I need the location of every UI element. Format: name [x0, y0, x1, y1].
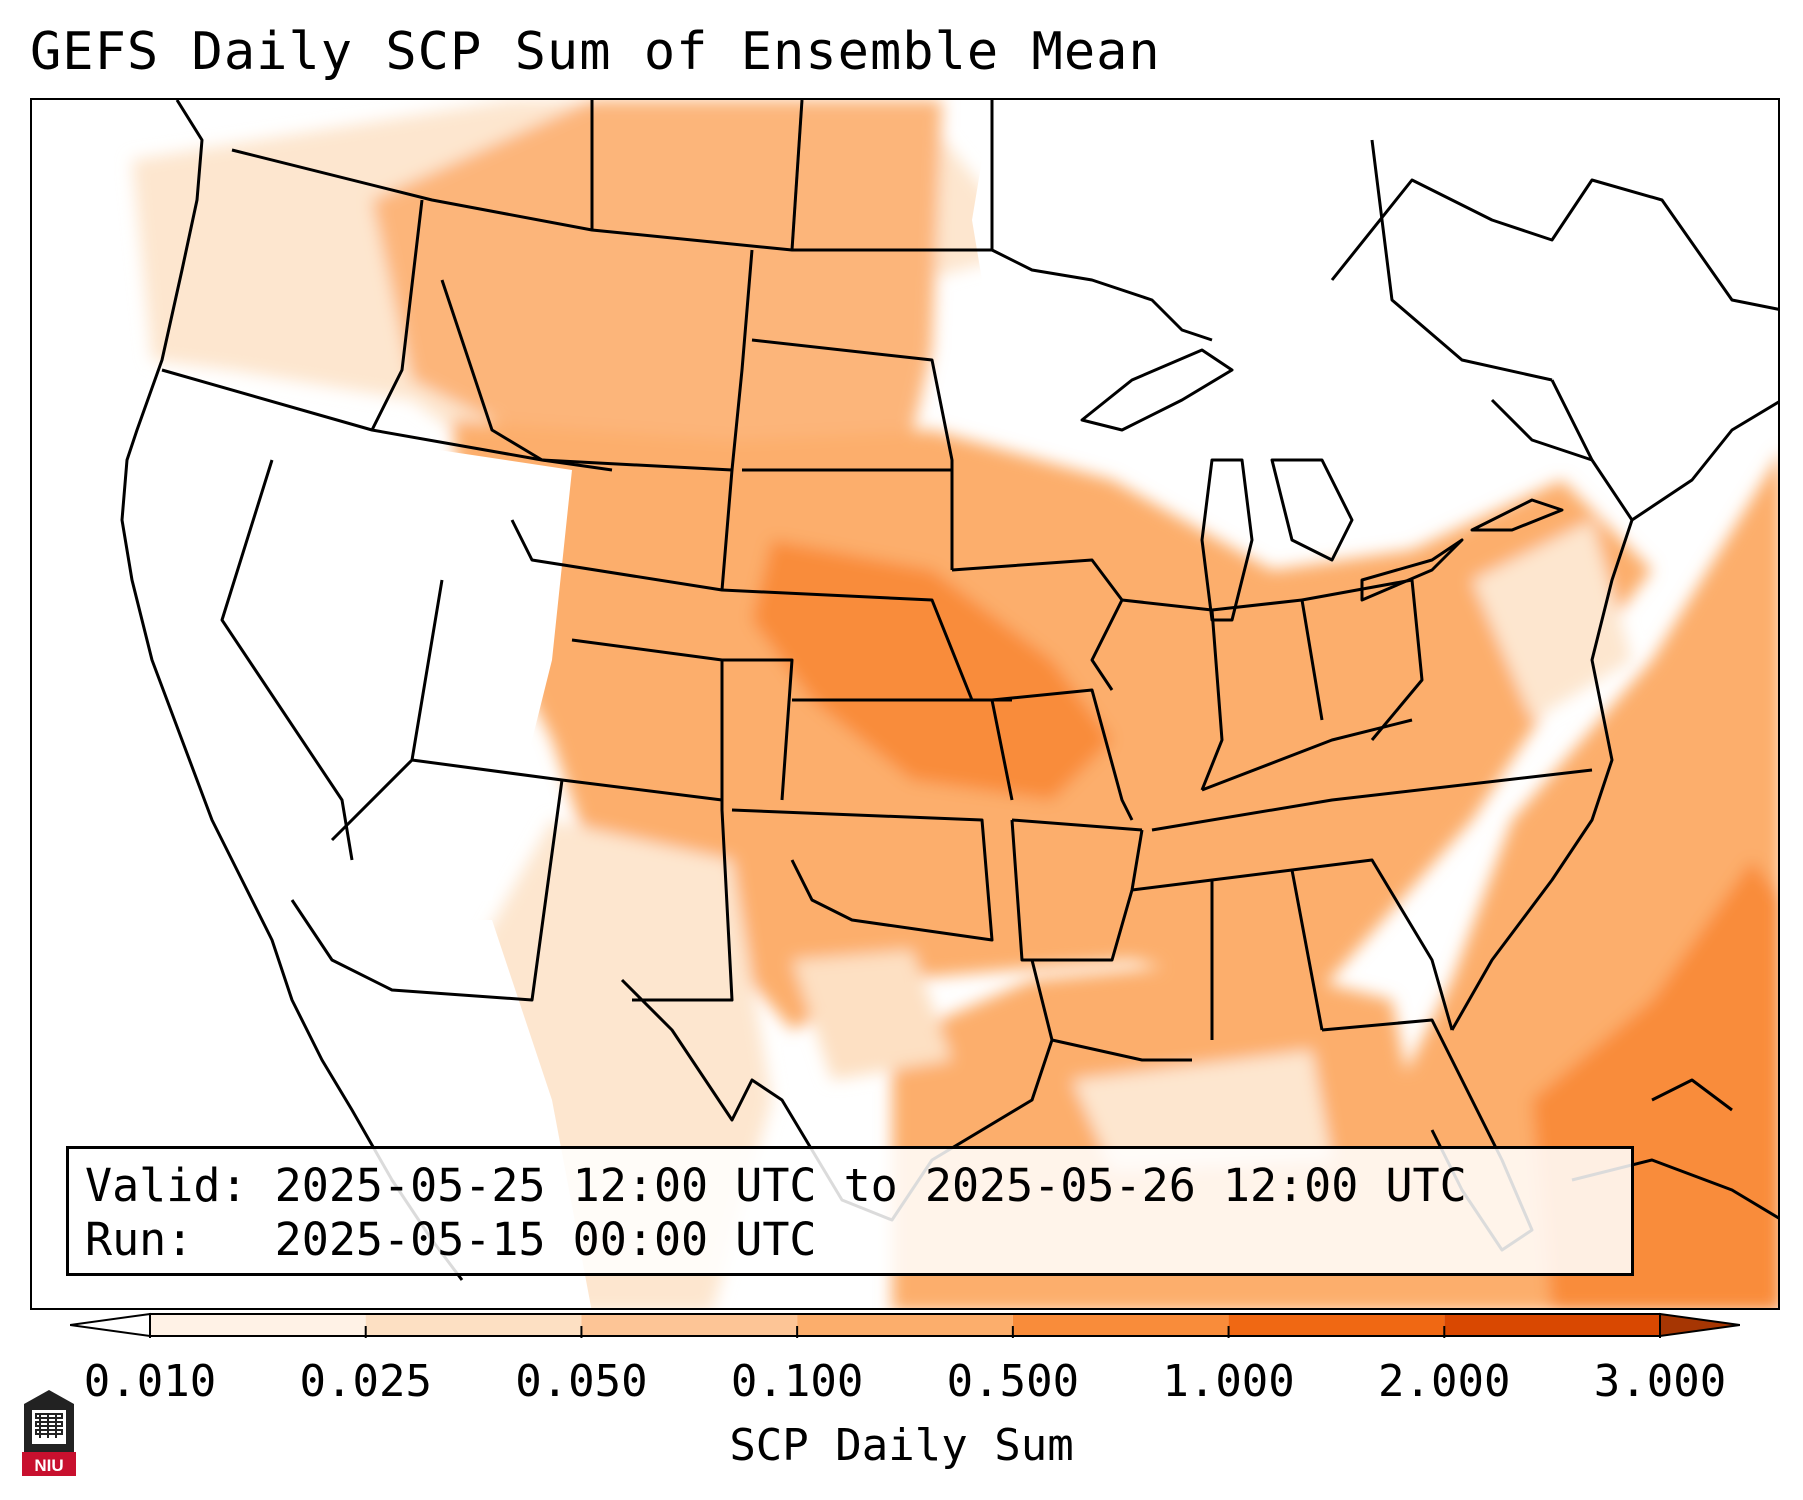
colorbar-tick-label: 0.100	[730, 1356, 864, 1407]
run-label: Run:	[85, 1213, 194, 1266]
colorbar-tick-label: 0.010	[83, 1356, 217, 1407]
svg-text:NIU: NIU	[34, 1456, 63, 1475]
colorbar-segment	[1444, 1314, 1660, 1336]
colorbar-segments	[149, 1313, 1661, 1337]
run-line: Run: 2025-05-15 00:00 UTC	[85, 1213, 1615, 1267]
run-value: 2025-05-15 00:00 UTC	[274, 1213, 817, 1266]
map-panel	[30, 98, 1780, 1310]
scp-field-map	[120, 100, 1778, 1308]
colorbar-tick-labels: 0.010 0.025 0.050 0.100 0.500 1.000 2.000 3.000	[0, 1356, 1803, 1416]
map-title: GEFS Daily SCP Sum of Ensemble Mean	[30, 22, 1161, 82]
colorbar-label: SCP Daily Sum	[729, 1420, 1074, 1471]
colorbar-tick-label: 2.000	[1378, 1356, 1511, 1407]
colorbar-tick-label: 0.025	[299, 1356, 432, 1407]
colorbar-segment	[581, 1314, 798, 1336]
colorbar-segment	[1012, 1314, 1229, 1336]
colorbar-under-arrow	[70, 1312, 151, 1338]
colorbar	[70, 1312, 1740, 1338]
colorbar-segment	[797, 1314, 1013, 1336]
colorbar-over-arrow	[1659, 1312, 1740, 1338]
colorbar-segment	[150, 1314, 366, 1336]
colorbar-segment	[365, 1314, 582, 1336]
valid-line: Valid: 2025-05-25 12:00 UTC to 2025-05-2…	[85, 1159, 1615, 1213]
colorbar-ticks	[149, 1326, 1661, 1338]
colorbar-segment	[1228, 1314, 1445, 1336]
valid-value: 2025-05-25 12:00 UTC to 2025-05-26 12:00…	[274, 1159, 1467, 1212]
colorbar-tick-label: 0.500	[946, 1356, 1080, 1407]
validity-info-box: Valid: 2025-05-25 12:00 UTC to 2025-05-2…	[66, 1146, 1634, 1276]
valid-label: Valid:	[85, 1159, 248, 1212]
niu-logo: NIU	[22, 1390, 76, 1476]
colorbar-tick-label: 0.050	[515, 1356, 648, 1407]
colorbar-tick-label: 1.000	[1162, 1356, 1295, 1407]
colorbar-tick-label: 3.000	[1593, 1356, 1727, 1407]
